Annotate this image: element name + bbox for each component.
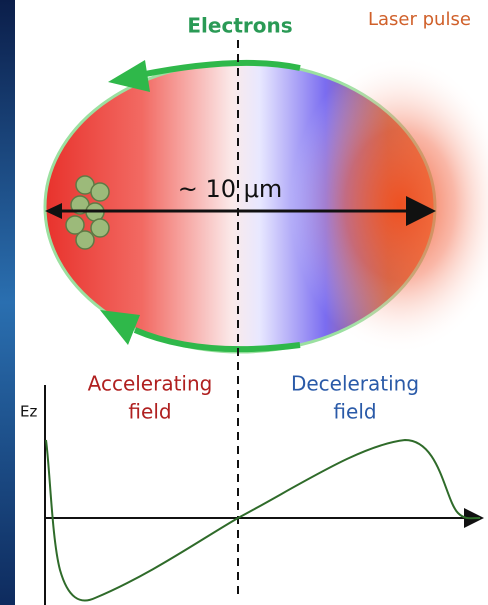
page: Electrons Laser pulse ~ 10 μm Accelerati… bbox=[0, 0, 488, 605]
accelerating-label: field bbox=[128, 400, 171, 424]
arrowhead-bottom bbox=[100, 310, 140, 345]
size-label: ~ 10 μm bbox=[178, 175, 283, 203]
side-strip bbox=[0, 0, 15, 605]
field-curve bbox=[46, 440, 480, 601]
axis-label: Ez bbox=[20, 403, 37, 421]
accelerating-label: Accelerating bbox=[88, 372, 213, 396]
laser-label: Laser pulse bbox=[368, 9, 471, 30]
decelerating-label: Decelerating bbox=[291, 372, 419, 396]
decelerating-label: field bbox=[333, 400, 376, 424]
electrons-label: Electrons bbox=[187, 14, 292, 38]
diagram: Electrons Laser pulse ~ 10 μm Accelerati… bbox=[0, 0, 488, 605]
